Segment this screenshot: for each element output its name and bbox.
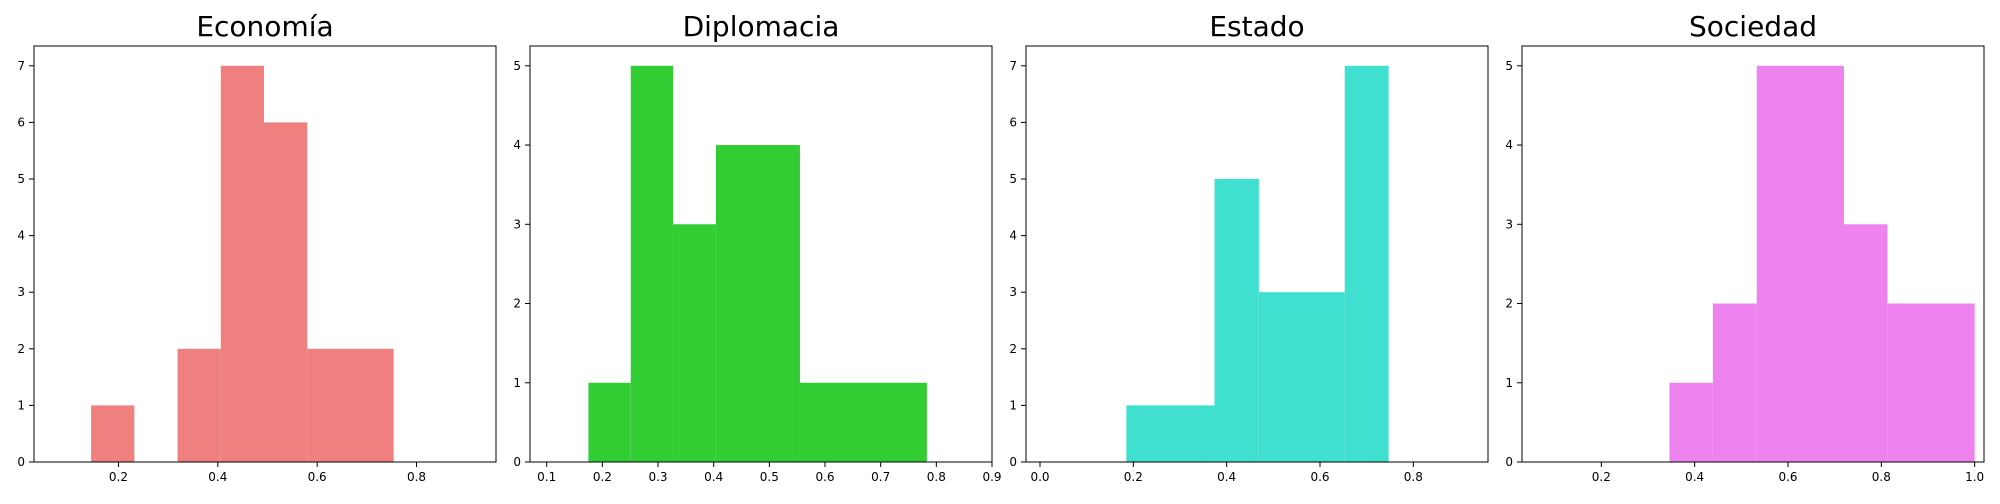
plot-frame	[529, 45, 993, 463]
y-tick-label: 4	[513, 138, 521, 152]
plot-frame	[1025, 45, 1489, 463]
y-tick-label: 2	[1505, 297, 1513, 311]
histogram-bar	[1126, 405, 1215, 462]
x-tick-label: 0.6	[1778, 470, 1797, 484]
x-tick-label: 0.2	[1124, 470, 1143, 484]
histogram-bar	[220, 65, 265, 463]
histogram-bar	[177, 348, 221, 462]
histogram-bar	[1887, 303, 1975, 462]
y-tick-label: 3	[1505, 217, 1513, 231]
y-tick-label: 1	[1505, 376, 1513, 390]
y-tick-label: 7	[1009, 59, 1017, 73]
y-tick-label: 1	[17, 398, 25, 412]
y-tick-label: 6	[17, 115, 25, 129]
y-tick-label: 2	[1009, 342, 1017, 356]
y-tick-label: 5	[1505, 59, 1513, 73]
y-tick-label: 6	[1009, 115, 1017, 129]
y-tick-label: 0	[1505, 455, 1513, 469]
x-tick-label: 0.5	[760, 470, 779, 484]
y-tick-label: 3	[513, 217, 521, 231]
y-tick-label: 2	[17, 342, 25, 356]
x-tick-label: 0.4	[704, 470, 723, 484]
plot-frame	[33, 45, 497, 463]
x-tick-label: 0.4	[208, 470, 227, 484]
y-tick-label: 2	[513, 297, 521, 311]
histogram-bar	[91, 405, 135, 462]
y-tick-label: 5	[513, 59, 521, 73]
histogram-bar	[673, 224, 716, 462]
histogram-bar	[630, 65, 674, 463]
y-tick-label: 0	[1009, 455, 1017, 469]
x-tick-label: 0.8	[927, 470, 946, 484]
y-tick-label: 0	[17, 455, 25, 469]
histogram-bar	[307, 348, 394, 462]
y-tick-label: 5	[17, 172, 25, 186]
histogram-bar	[715, 145, 800, 463]
histogram-bar	[1756, 65, 1844, 463]
histogram-bar	[264, 122, 308, 462]
x-tick-label: 0.3	[648, 470, 667, 484]
y-tick-label: 3	[1009, 285, 1017, 299]
histogram-bar	[1844, 224, 1888, 462]
histogram-bar	[1344, 65, 1389, 463]
y-tick-label: 4	[1505, 138, 1513, 152]
x-tick-label: 0.8	[1872, 470, 1891, 484]
y-tick-label: 3	[17, 285, 25, 299]
y-tick-label: 7	[17, 59, 25, 73]
chart-panel-4: 0.2 0.4 0.6 0.8 1.0 0 1 2 3 4 5 Sociedad	[1505, 10, 1985, 484]
chart-panel-2: 0.1 0.2 0.3 0.4 0.5 0.6 0.7 0.8 0.9 0 1 2 3 4 5 Diploma…	[513, 10, 1001, 484]
chart-panel-1: 0.2 0.4 0.6 0.8 0 1 2 3 4 5 6 7 Economía	[17, 10, 497, 484]
y-tick-label: 0	[513, 455, 521, 469]
x-tick-label: 0.6	[815, 470, 834, 484]
x-tick-label: 1.0	[1965, 470, 1984, 484]
x-tick-label: 0.4	[1685, 470, 1704, 484]
histogram-bar	[799, 382, 927, 462]
x-tick-label: 0.8	[1404, 470, 1423, 484]
x-tick-label: 0.9	[982, 470, 1001, 484]
histogram-bar	[1214, 179, 1259, 462]
chart-title: Economía	[196, 10, 333, 43]
x-tick-label: 0.2	[1592, 470, 1611, 484]
plot-frame	[1521, 45, 1985, 463]
x-tick-label: 0.4	[1217, 470, 1236, 484]
x-tick-label: 0.1	[537, 470, 556, 484]
y-tick-label: 1	[1009, 398, 1017, 412]
x-tick-label: 0.8	[407, 470, 426, 484]
histogram-bar	[1712, 303, 1757, 462]
chart-panel-3: 0.0 0.2 0.4 0.6 0.8 0 1 2 3 4 5 6 7 Estado	[1009, 10, 1489, 484]
histogram-bar	[1669, 382, 1713, 462]
x-tick-label: 0.2	[109, 470, 128, 484]
chart-title: Estado	[1209, 10, 1304, 43]
y-tick-label: 1	[513, 376, 521, 390]
y-tick-label: 4	[1009, 229, 1017, 243]
x-tick-label: 0.0	[1030, 470, 1049, 484]
x-tick-label: 0.2	[593, 470, 612, 484]
x-tick-label: 0.7	[871, 470, 890, 484]
x-tick-label: 0.6	[1310, 470, 1329, 484]
x-tick-label: 0.6	[308, 470, 327, 484]
histogram-bar	[588, 382, 631, 462]
histogram-bar	[1258, 292, 1345, 462]
y-tick-label: 5	[1009, 172, 1017, 186]
chart-title: Diplomacia	[683, 10, 840, 43]
chart-title: Sociedad	[1689, 10, 1817, 43]
y-tick-label: 4	[17, 229, 25, 243]
